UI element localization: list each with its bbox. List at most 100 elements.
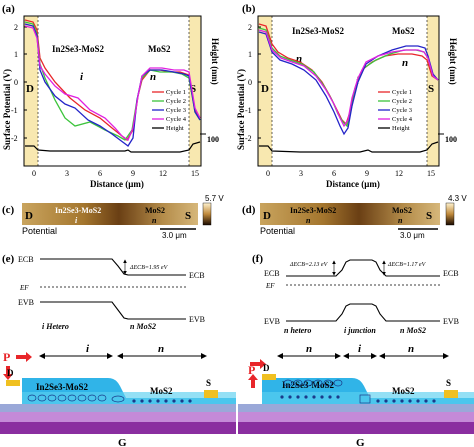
drain-label: D <box>26 83 34 95</box>
source-band <box>427 16 439 166</box>
colorbar-max: 5.7 V <box>205 194 224 203</box>
conduction-band <box>40 258 186 276</box>
ytick: 1 <box>14 50 18 59</box>
region-label: In2Se3-MoS2 <box>292 26 345 36</box>
panel-a-letter: (a) <box>2 3 15 15</box>
curve-cycle-3 <box>24 23 201 147</box>
layer-label: In2Se3-MoS2 <box>282 380 335 390</box>
carrier-type: n <box>402 57 408 69</box>
carrier-type: i <box>75 216 78 225</box>
mos2-bottom-layer <box>0 404 236 412</box>
xtick: 6 <box>332 169 336 178</box>
gate-substrate <box>0 422 236 434</box>
xtick: 9 <box>365 169 369 178</box>
gate-substrate <box>238 422 474 434</box>
panel-e-letter: (e) <box>2 253 15 265</box>
ytick: -1 <box>245 106 252 115</box>
drain-band <box>258 16 272 166</box>
height-axis-label: Height (nm) <box>448 38 458 85</box>
ytick: -1 <box>11 106 18 115</box>
potential-label: Potential <box>22 226 57 236</box>
plot-frame <box>23 15 202 167</box>
height-axis-label: Height (nm) <box>210 38 220 85</box>
mos2-top-layer <box>22 392 236 404</box>
carrier-type: i <box>358 343 362 355</box>
curve-height <box>259 141 439 153</box>
curve-height <box>25 141 201 153</box>
source-label: S <box>428 83 434 95</box>
drain-contact <box>262 374 276 380</box>
y-ticks: 2 1 0 -1 -2 <box>11 23 27 143</box>
layer-label: MoS2 <box>150 386 173 396</box>
evb-left: EVB <box>18 298 34 307</box>
ytick: 1 <box>248 50 252 59</box>
x-axis-label: Distance (μm) <box>326 179 380 189</box>
legend-entry: Cycle 4 <box>392 116 413 123</box>
colorbar-max: 4.3 V <box>448 194 467 203</box>
x-ticks: 0 3 6 9 12 15 <box>32 169 199 178</box>
colorbar <box>202 202 212 226</box>
potential-label: Potential <box>260 226 295 236</box>
panel-c-letter: (c) <box>2 204 15 216</box>
valence-band <box>40 301 186 320</box>
drain-contact <box>6 380 20 386</box>
label-left: i Hetero <box>42 322 69 331</box>
panel-e: (e) ECB EF EVB ECB EVB ΔECB=1.95 eV i He… <box>2 253 205 331</box>
delta-ecb: ΔECB=1.95 eV <box>129 265 169 271</box>
gate-label: G <box>118 437 127 447</box>
region-label: In2Se3-MoS2 <box>290 206 336 215</box>
source-label: S <box>190 83 196 95</box>
panel-b-letter: (b) <box>242 3 256 15</box>
ytick: 0 <box>14 78 18 87</box>
legend-entry: Height <box>166 125 184 132</box>
ytick: -2 <box>11 134 18 143</box>
curve-cycle-4 <box>24 25 201 141</box>
carrier-type: i <box>80 71 84 83</box>
xtick: 3 <box>65 169 69 178</box>
legend-entry: Cycle 1 <box>392 89 412 96</box>
xtick: 6 <box>98 169 102 178</box>
drain-label: D <box>25 210 33 222</box>
ytick: 2 <box>248 23 252 32</box>
colorbar <box>445 202 455 226</box>
xtick: 9 <box>131 169 135 178</box>
ecb-right: ECB <box>443 269 459 278</box>
panel-b: (b) 2 1 0 -1 -2 0 3 6 9 12 15 Distance (… <box>236 3 458 189</box>
device-right: P n i n D S In2Se3-MoS2 MoS2 <box>238 343 474 447</box>
layer-label: In2Se3-MoS2 <box>36 382 89 392</box>
device-left: P i n D S In2Se3-MoS2 MoS2 G <box>0 343 236 447</box>
ytick: 0 <box>248 78 252 87</box>
delta-ecb-2: ΔECB=1.17 eV <box>387 262 427 268</box>
panel-a: (a) 2 1 0 -1 -2 0 3 6 9 12 15 Distance (… <box>2 3 220 189</box>
plot-frame <box>257 15 440 167</box>
curve-cycle-3 <box>258 31 439 136</box>
xtick: 0 <box>32 169 36 178</box>
electrons <box>280 395 436 403</box>
polarization-right-arrow <box>250 359 266 369</box>
carrier-type: n <box>306 216 311 225</box>
label-right: n MoS2 <box>400 326 426 335</box>
polarization-up-arrow <box>248 374 258 388</box>
electrons <box>132 399 192 403</box>
carrier-type: n <box>408 343 414 355</box>
afm-potential-image <box>22 203 198 225</box>
region-label: MoS2 <box>392 206 412 215</box>
legend-entry: Cycle 2 <box>392 98 412 105</box>
source-contact <box>444 390 458 398</box>
afm-potential-image <box>260 203 440 225</box>
legend: Cycle 1 Cycle 2 Cycle 3 Cycle 4 Height <box>378 89 413 132</box>
gate-label: G <box>356 437 365 447</box>
evb-right: EVB <box>189 315 205 324</box>
dipole-ellipses <box>283 379 371 404</box>
panel-c: (c) D In2Se3-MoS2 i MoS2 n S Potential 3… <box>2 194 224 240</box>
drain-label: D <box>263 210 271 222</box>
source-contact <box>204 390 218 398</box>
layer-label: MoS2 <box>392 386 415 396</box>
legend-entry: Cycle 2 <box>166 98 186 105</box>
curve-cycle-4 <box>258 29 439 128</box>
carrier-type: n <box>296 53 302 65</box>
drain-label: D <box>261 83 269 95</box>
legend-entry: Cycle 3 <box>392 107 412 114</box>
y-axis-label: Surface Potential (V) <box>236 69 246 150</box>
ef-label: EF <box>265 282 275 290</box>
